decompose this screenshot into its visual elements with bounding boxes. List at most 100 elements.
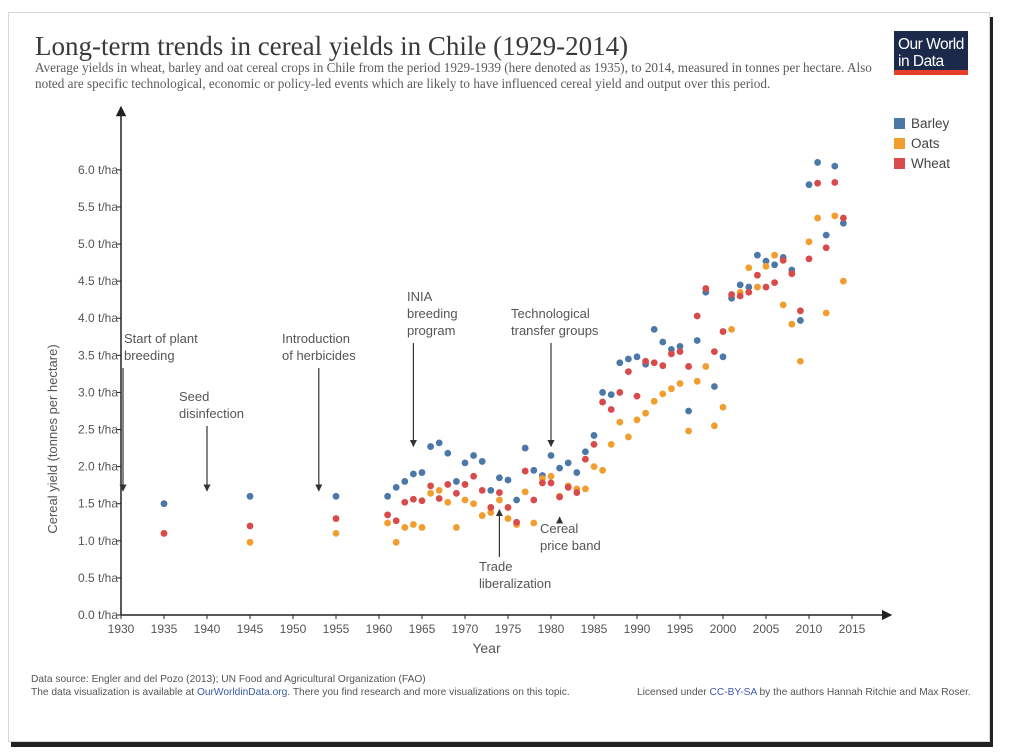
legend-swatch-oats: [894, 138, 905, 149]
point-wheat: [427, 482, 434, 490]
point-wheat: [539, 479, 546, 487]
annotation-label: of herbicides: [282, 348, 356, 363]
point-wheat: [805, 255, 813, 263]
annotation-label: disinfection: [179, 406, 244, 421]
license-link[interactable]: CC-BY-SA: [709, 687, 757, 698]
point-barley: [599, 389, 606, 396]
point-wheat: [607, 406, 615, 413]
point-barley: [771, 261, 778, 269]
point-barley: [650, 325, 658, 333]
point-wheat: [564, 483, 572, 491]
point-wheat: [384, 511, 391, 519]
legend-swatch-wheat: [894, 158, 905, 169]
point-barley: [797, 317, 804, 324]
point-oats: [685, 427, 692, 435]
point-barley: [401, 478, 409, 485]
annotation-label: liberalization: [479, 576, 551, 591]
y-tick-label: 3.5 t/ha: [78, 348, 118, 362]
points-layer: [160, 159, 847, 546]
point-barley: [762, 257, 770, 265]
y-tick-label: 0.0 t/ha: [78, 608, 118, 622]
x-tick-label: 1995: [667, 622, 694, 636]
point-barley: [478, 458, 486, 465]
y-tick-label: 5.5 t/ha: [78, 200, 118, 214]
annotation-label: transfer groups: [511, 323, 599, 338]
point-oats: [814, 214, 821, 222]
point-wheat: [728, 291, 735, 298]
x-tick-label: 1975: [495, 622, 522, 636]
point-barley: [840, 219, 847, 227]
legend-label-wheat: Wheat: [911, 156, 950, 171]
license-suffix: by the authors Hannah Ritchie and Max Ro…: [756, 687, 971, 698]
annotations-layer: Start of plant breeding Seed disinfection In…: [119, 289, 601, 591]
point-barley: [573, 469, 581, 476]
point-barley: [754, 251, 761, 259]
point-wheat: [504, 504, 512, 511]
legend: Barley Oats Wheat: [894, 116, 950, 171]
point-barley: [461, 459, 469, 467]
point-barley: [384, 492, 391, 500]
point-oats: [693, 377, 701, 385]
point-barley: [160, 500, 168, 508]
owid-link[interactable]: OurWorldinData.org: [196, 687, 288, 698]
y-tick-label: 4.5 t/ha: [78, 274, 118, 288]
point-oats: [453, 524, 460, 531]
point-wheat: [797, 307, 804, 315]
point-barley: [246, 492, 254, 500]
x-tick-label: 1985: [581, 622, 608, 636]
logo-line-2: in Data: [898, 53, 944, 70]
point-oats: [487, 509, 495, 517]
annotation-label: Cereal: [540, 521, 578, 536]
point-wheat: [814, 179, 821, 187]
point-barley: [453, 478, 460, 485]
point-oats: [427, 489, 434, 497]
point-oats: [676, 380, 684, 387]
point-wheat: [582, 455, 589, 463]
point-wheat: [461, 481, 469, 488]
y-tick-label: 0.5 t/ha: [78, 571, 118, 585]
annotation-label: breeding: [407, 306, 458, 321]
annotation-label: Introduction: [282, 331, 350, 346]
point-oats: [478, 512, 486, 519]
page-title: Long-term trends in cereal yields in Chi…: [35, 31, 629, 61]
point-oats: [435, 486, 443, 494]
x-tick-label: 1950: [280, 622, 307, 636]
x-tick-label: 1935: [151, 622, 178, 636]
point-wheat: [702, 285, 710, 292]
point-oats: [633, 416, 641, 424]
point-oats: [496, 496, 503, 504]
point-oats: [599, 466, 606, 474]
footer-viz-prefix: The data visualization is available at: [31, 687, 197, 698]
point-barley: [822, 231, 830, 239]
scatter-chart: 0.0 t/ha 0.5 t/ha 1.0 t/ha 1.5 t/ha 2.0 t/ha…: [45, 105, 950, 656]
point-oats: [754, 283, 761, 291]
point-barley: [616, 359, 624, 367]
point-barley: [633, 353, 641, 361]
footer-viz-note: The data visualization is available at O…: [31, 687, 570, 698]
point-wheat: [392, 517, 400, 525]
owid-logo[interactable]: Our World in Data: [894, 31, 968, 75]
point-wheat: [650, 359, 658, 367]
point-wheat: [521, 467, 529, 475]
point-wheat: [625, 368, 632, 376]
point-oats: [702, 363, 710, 370]
point-oats: [470, 500, 477, 508]
point-oats: [805, 238, 813, 246]
y-tick-label: 1.0 t/ha: [78, 534, 118, 548]
point-wheat: [831, 179, 839, 186]
point-barley: [590, 432, 598, 439]
point-oats: [332, 529, 340, 537]
legend-swatch-barley: [894, 118, 905, 129]
point-oats: [771, 251, 778, 259]
point-wheat: [736, 292, 744, 300]
point-wheat: [642, 357, 649, 365]
point-wheat: [410, 495, 417, 503]
point-barley: [693, 337, 701, 344]
license-prefix: Licensed under: [637, 687, 710, 698]
point-barley: [685, 407, 692, 415]
y-tick-label: 3.0 t/ha: [78, 385, 118, 399]
annotation-label: Trade: [479, 559, 512, 574]
point-wheat: [840, 214, 847, 222]
point-wheat: [556, 493, 563, 501]
